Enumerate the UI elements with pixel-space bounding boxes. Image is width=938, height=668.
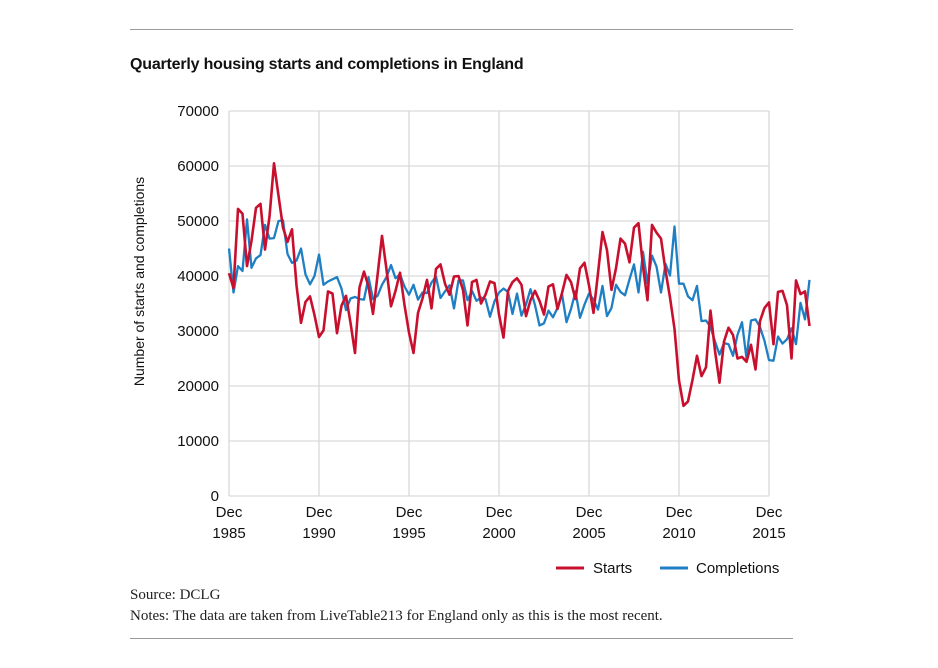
x-tick-label-month: Dec <box>666 504 693 521</box>
x-tick-label-year: 2005 <box>572 525 605 542</box>
x-tick-label-month: Dec <box>576 504 603 521</box>
x-tick-label-year: 1990 <box>302 525 335 542</box>
series-line-completions <box>227 218 811 362</box>
y-tick-label: 40000 <box>177 268 219 285</box>
x-axis-ticks: Dec 1985 Dec 1990 Dec 1995 Dec 2000 Dec 2005 Dec 20… <box>212 504 785 542</box>
x-tick-label-month: Dec <box>486 504 513 521</box>
x-tick-label-year: 1995 <box>392 525 425 542</box>
source-notes: Source: DCLG Notes: The data are taken f… <box>130 585 663 627</box>
y-tick-label: 70000 <box>177 103 219 120</box>
y-axis-ticks: 0 10000 20000 30000 40000 50000 60000 70000 <box>177 103 219 505</box>
y-axis-label: Number of starts and completions <box>131 177 147 386</box>
y-tick-label: 20000 <box>177 378 219 395</box>
x-tick-label-year: 2000 <box>482 525 515 542</box>
series-line-starts <box>227 162 811 408</box>
legend-label-starts: Starts <box>593 560 632 577</box>
notes-text: Notes: The data are taken from LiveTable… <box>130 608 663 624</box>
top-rule <box>130 29 793 30</box>
x-tick-label-month: Dec <box>396 504 423 521</box>
legend: Starts Completions <box>556 560 779 577</box>
x-tick-label-year: 1985 <box>212 525 245 542</box>
source-text: Source: DCLG <box>130 587 221 603</box>
y-tick-label: 50000 <box>177 213 219 230</box>
y-tick-label: 10000 <box>177 433 219 450</box>
x-tick-label-year: 2010 <box>662 525 695 542</box>
y-tick-label: 30000 <box>177 323 219 340</box>
x-tick-label-month: Dec <box>306 504 333 521</box>
y-tick-label: 0 <box>211 488 219 505</box>
legend-label-completions: Completions <box>696 560 779 577</box>
series-lines <box>227 162 811 408</box>
bottom-rule <box>130 638 793 639</box>
x-tick-label-year: 2015 <box>752 525 785 542</box>
gridlines <box>228 110 770 497</box>
x-tick-label-month: Dec <box>216 504 243 521</box>
x-tick-label-month: Dec <box>756 504 783 521</box>
chart-title: Quarterly housing starts and completions… <box>130 56 524 73</box>
y-tick-label: 60000 <box>177 158 219 175</box>
